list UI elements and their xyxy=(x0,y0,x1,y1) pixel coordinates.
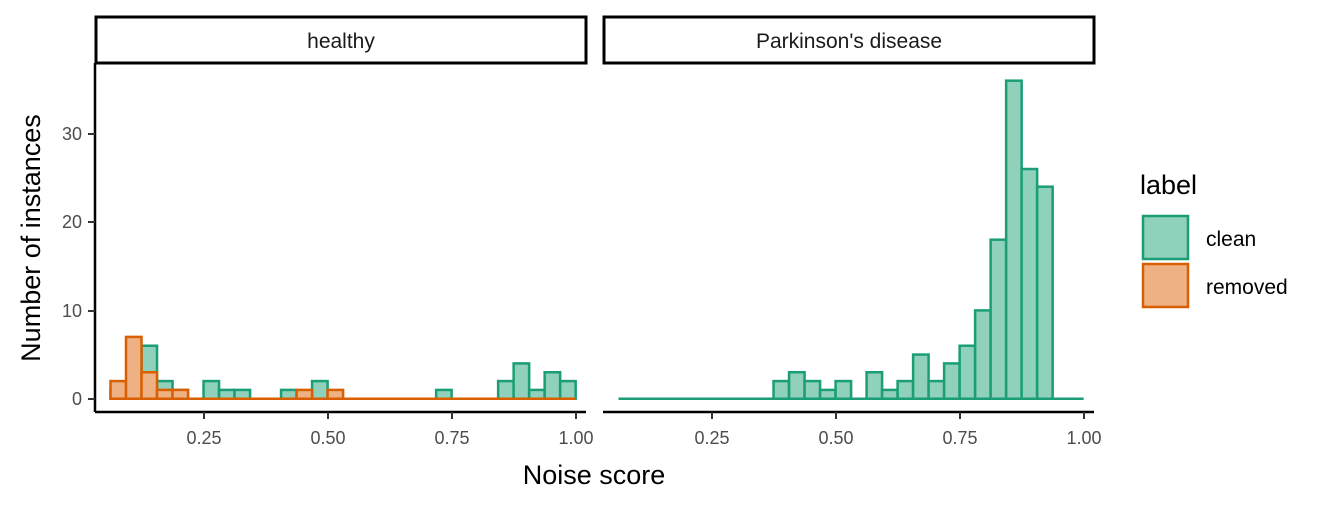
bar-clean-panel-0-6 xyxy=(217,388,236,400)
bar-clean-panel-1-14 xyxy=(1004,79,1023,400)
x-tick-label-parkinsons-0.75: 0.75 xyxy=(942,428,977,448)
y-tick-30: 30 xyxy=(62,124,95,144)
legend-key-clean xyxy=(1141,214,1190,261)
strip-healthy-box xyxy=(94,15,588,65)
bar-clean-panel-1-11 xyxy=(958,344,977,400)
x-tick-parkinsons-0.50: 0.50 xyxy=(818,412,854,448)
panel-parkinsons xyxy=(618,79,1084,400)
x-tick-healthy-1.00: 1.00 xyxy=(558,412,594,448)
x-tick-label-parkinsons-0.25: 0.25 xyxy=(694,428,729,448)
x-tick-label-parkinsons-0.50: 0.50 xyxy=(818,428,853,448)
bar-clean-panel-1-8 xyxy=(911,353,930,400)
x-tick-parkinsons-0.25: 0.25 xyxy=(694,412,730,448)
strip-parkinsons-title: Parkinson's disease xyxy=(756,30,942,53)
bar-clean-panel-1-6 xyxy=(880,388,899,400)
y-tick-label-20: 20 xyxy=(62,212,82,232)
bar-clean-panel-1-9 xyxy=(927,379,946,400)
bar-clean-panel-1-13 xyxy=(989,238,1008,400)
legend-key-removed xyxy=(1141,262,1190,309)
bar-removed-panel-0-1 xyxy=(124,335,143,400)
x-tick-healthy-0.75: 0.75 xyxy=(434,412,470,448)
x-tick-label-healthy-0.75: 0.75 xyxy=(434,428,469,448)
strip-healthy-title: healthy xyxy=(307,30,375,53)
bar-clean-panel-1-10 xyxy=(942,362,961,400)
panel-healthy xyxy=(109,335,577,400)
bar-clean-panel-0-12 xyxy=(512,362,531,400)
bar-clean-panel-1-3 xyxy=(818,388,837,400)
y-tick-0: 0 xyxy=(72,389,95,409)
y-tick-label-10: 10 xyxy=(62,301,82,321)
bar-removed-panel-0-2 xyxy=(140,370,159,400)
x-tick-label-parkinsons-1.00: 1.00 xyxy=(1066,428,1101,448)
legend: label clean removed xyxy=(1140,170,1288,309)
bar-removed-panel-0-6 xyxy=(326,388,345,400)
bar-clean-panel-1-15 xyxy=(1020,167,1039,400)
bar-clean-panel-1-16 xyxy=(1035,185,1054,400)
strip-parkinsons-box xyxy=(602,15,1096,65)
legend-label-removed: removed xyxy=(1206,276,1288,299)
legend-title: label xyxy=(1140,170,1197,200)
bar-clean-panel-0-8 xyxy=(279,388,298,400)
x-tick-parkinsons-0.75: 0.75 xyxy=(942,412,978,448)
bar-clean-panel-1-4 xyxy=(834,379,853,400)
x-tick-parkinsons-1.00: 1.00 xyxy=(1066,412,1102,448)
bar-clean-panel-1-0 xyxy=(772,379,791,400)
x-tick-label-healthy-0.25: 0.25 xyxy=(186,428,221,448)
bar-removed-panel-0-3 xyxy=(155,388,174,400)
y-tick-label-0: 0 xyxy=(72,389,82,409)
y-tick-label-30: 30 xyxy=(62,124,82,144)
bar-removed-panel-0-5 xyxy=(295,388,314,400)
legend-label-clean: clean xyxy=(1206,228,1256,251)
bar-clean-panel-0-15 xyxy=(558,379,577,400)
bar-clean-panel-1-2 xyxy=(803,379,822,400)
bar-removed-panel-0-4 xyxy=(171,388,190,400)
bar-clean-panel-1-5 xyxy=(865,370,884,400)
x-tick-label-healthy-1.00: 1.00 xyxy=(558,428,593,448)
y-tick-10: 10 xyxy=(62,301,95,321)
x-axis-title: Noise score xyxy=(523,460,666,490)
bar-clean-panel-0-13 xyxy=(527,388,546,400)
y-tick-20: 20 xyxy=(62,212,95,232)
x-tick-healthy-0.25: 0.25 xyxy=(186,412,222,448)
x-tick-label-healthy-0.50: 0.50 xyxy=(310,428,345,448)
bar-clean-panel-1-1 xyxy=(787,370,806,400)
y-axis-title: Number of instances xyxy=(16,114,46,362)
bar-clean-panel-1-7 xyxy=(896,379,915,400)
bar-clean-panel-0-5 xyxy=(202,379,221,400)
bar-removed-panel-0-0 xyxy=(109,379,128,400)
bar-clean-panel-0-7 xyxy=(233,388,252,400)
bar-clean-panel-0-10 xyxy=(434,388,453,400)
bar-clean-panel-0-11 xyxy=(496,379,515,400)
bar-clean-panel-1-12 xyxy=(973,309,992,400)
bar-clean-panel-0-9 xyxy=(310,379,329,400)
bar-clean-panel-0-14 xyxy=(543,370,562,400)
x-tick-healthy-0.50: 0.50 xyxy=(310,412,346,448)
